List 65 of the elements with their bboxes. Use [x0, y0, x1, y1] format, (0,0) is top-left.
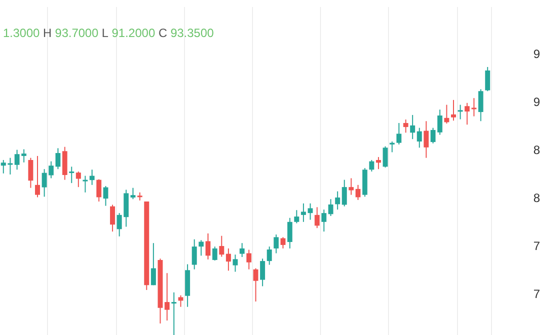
candlestick	[280, 236, 286, 249]
candlestick	[437, 109, 442, 136]
candlestick	[478, 88, 484, 122]
candlestick	[62, 146, 68, 180]
candlestick	[382, 146, 388, 168]
candlestick	[464, 102, 470, 126]
candlestick	[171, 292, 176, 335]
candlestick	[348, 178, 354, 196]
candlestick	[178, 294, 184, 308]
candlestick	[246, 249, 252, 270]
candlestick	[314, 206, 320, 229]
candlestick	[76, 171, 81, 188]
candlestick	[130, 187, 136, 200]
candlestick	[260, 258, 266, 287]
candlestick	[444, 104, 450, 124]
candlestick	[198, 240, 204, 256]
candlestick	[103, 185, 108, 206]
candlestick	[82, 175, 88, 193]
candlestick	[294, 210, 300, 224]
text: 7	[533, 287, 540, 301]
candlestick	[396, 122, 402, 145]
candlestick	[410, 114, 416, 140]
text: 8	[533, 143, 540, 157]
candlestick	[253, 268, 258, 302]
candlestick	[35, 155, 40, 198]
candlestick	[450, 99, 456, 122]
text: 9	[533, 95, 540, 109]
candlestick	[28, 157, 34, 188]
candlestick	[21, 148, 26, 163]
candlestick	[485, 66, 490, 92]
candlestick	[90, 169, 95, 186]
candlestick	[369, 159, 374, 172]
candlestick	[376, 156, 381, 170]
candlestick	[471, 98, 476, 117]
candlestick	[226, 248, 231, 272]
candlestick	[342, 179, 347, 207]
candlestick	[205, 232, 210, 260]
candlestick	[430, 127, 436, 144]
candlestick	[266, 246, 272, 266]
candlestick	[192, 238, 197, 270]
candlestick	[274, 234, 279, 254]
candlestick	[219, 235, 224, 258]
candlestick	[150, 242, 156, 286]
candlestick	[287, 217, 292, 249]
chart-title: 1.3000 H 93.7000 L 91.2000 C 93.3500	[3, 26, 214, 40]
text: 9	[533, 47, 540, 61]
text: 7	[533, 239, 540, 253]
candlestick	[212, 246, 218, 261]
candlestick	[55, 148, 60, 170]
candlestick	[416, 127, 422, 148]
candlestick	[69, 166, 74, 184]
candlestick	[335, 190, 340, 210]
candlestick	[356, 184, 361, 200]
candlestick	[308, 202, 313, 220]
candlestick	[458, 104, 463, 120]
candlestick	[110, 204, 116, 232]
candlestick	[403, 119, 408, 134]
candlestick	[232, 254, 238, 272]
candlestick	[14, 149, 20, 170]
text: 8	[533, 191, 540, 205]
candlestick	[96, 178, 102, 202]
candlestick	[240, 242, 245, 258]
candlestick	[390, 141, 395, 153]
candlestick	[424, 120, 429, 158]
candlestick	[300, 202, 306, 222]
